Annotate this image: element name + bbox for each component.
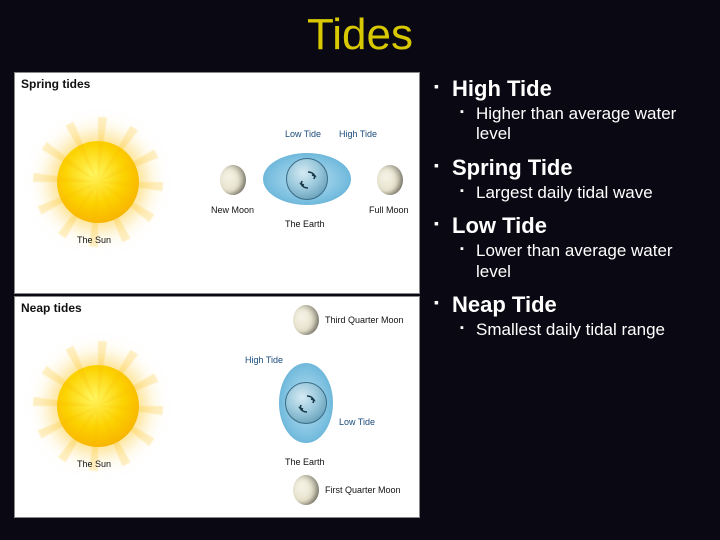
full-moon-icon (377, 165, 403, 195)
bullet-spring-tide-sub: Largest daily tidal wave (434, 183, 700, 203)
first-quarter-moon-icon (293, 475, 319, 505)
bullet-low-tide: Low Tide (434, 213, 700, 239)
new-moon-icon (220, 165, 246, 195)
sun-icon (57, 141, 139, 223)
new-moon-label: New Moon (211, 205, 254, 215)
earth-icon (285, 382, 327, 424)
full-moon-label: Full Moon (369, 205, 409, 215)
slide-root: Tides Spring tides The Sun New Moon Full… (0, 0, 720, 540)
bullet-high-tide-sub: Higher than average water level (434, 104, 700, 145)
bullet-neap-tide: Neap Tide (434, 292, 700, 318)
low-tide-label-spring: Low Tide (285, 129, 321, 139)
first-quarter-moon-label: First Quarter Moon (325, 485, 401, 495)
rotation-arrows-icon (296, 168, 320, 192)
earth-icon (286, 158, 328, 200)
bullet-spring-tide: Spring Tide (434, 155, 700, 181)
spring-tides-panel: Spring tides The Sun New Moon Full Moon (14, 72, 420, 294)
high-tide-label-neap: High Tide (245, 355, 283, 365)
rotation-arrows-icon (295, 392, 319, 416)
neap-tides-panel: Neap tides The Sun Third Quarter Moon Fi… (14, 296, 420, 518)
sun-label-neap: The Sun (77, 459, 111, 469)
diagram-column: Spring tides The Sun New Moon Full Moon (0, 66, 420, 540)
sun-icon (57, 365, 139, 447)
slide-title: Tides (0, 0, 720, 66)
low-tide-label-neap: Low Tide (339, 417, 375, 427)
bullet-low-tide-sub: Lower than average water level (434, 241, 700, 282)
third-quarter-moon-icon (293, 305, 319, 335)
bullet-high-tide: High Tide (434, 76, 700, 102)
earth-label-neap: The Earth (285, 457, 325, 467)
bullet-neap-tide-sub: Smallest daily tidal range (434, 320, 700, 340)
neap-tides-label: Neap tides (21, 301, 82, 315)
bullet-column: High Tide Higher than average water leve… (420, 66, 720, 540)
content-row: Spring tides The Sun New Moon Full Moon (0, 66, 720, 540)
sun-rays-icon (33, 341, 163, 471)
spring-tides-label: Spring tides (21, 77, 90, 91)
sun-rays-icon (33, 117, 163, 247)
third-quarter-moon-label: Third Quarter Moon (325, 315, 404, 325)
sun-label: The Sun (77, 235, 111, 245)
high-tide-label-spring: High Tide (339, 129, 377, 139)
earth-label-spring: The Earth (285, 219, 325, 229)
